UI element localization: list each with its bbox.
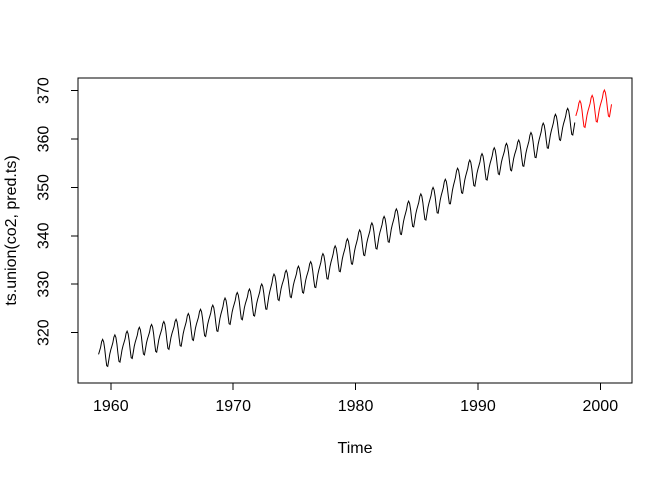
series-line-predts [575, 88, 613, 129]
x-axis-ticks: 1960 1970 1980 1990 2000 [93, 383, 618, 415]
x-tick-label: 1980 [338, 398, 374, 415]
x-tick-label: 1970 [215, 398, 251, 415]
y-axis-ticks: 320 330 340 350 360 370 [36, 77, 78, 346]
x-tick-label: 2000 [583, 398, 619, 415]
y-tick-label: 330 [36, 271, 53, 298]
y-tick-label: 320 [36, 319, 53, 346]
x-axis-title: Time [338, 440, 373, 457]
y-tick-label: 360 [36, 126, 53, 153]
y-axis-title: ts.union(co2, pred.ts) [3, 155, 20, 305]
x-tick-label: 1960 [93, 398, 129, 415]
series-line-co2 [98, 107, 576, 368]
data-series [98, 88, 613, 368]
x-tick-label: 1990 [460, 398, 496, 415]
plot-box [77, 77, 633, 384]
y-tick-label: 340 [36, 222, 53, 249]
y-tick-label: 370 [36, 77, 53, 104]
y-tick-label: 350 [36, 174, 53, 201]
